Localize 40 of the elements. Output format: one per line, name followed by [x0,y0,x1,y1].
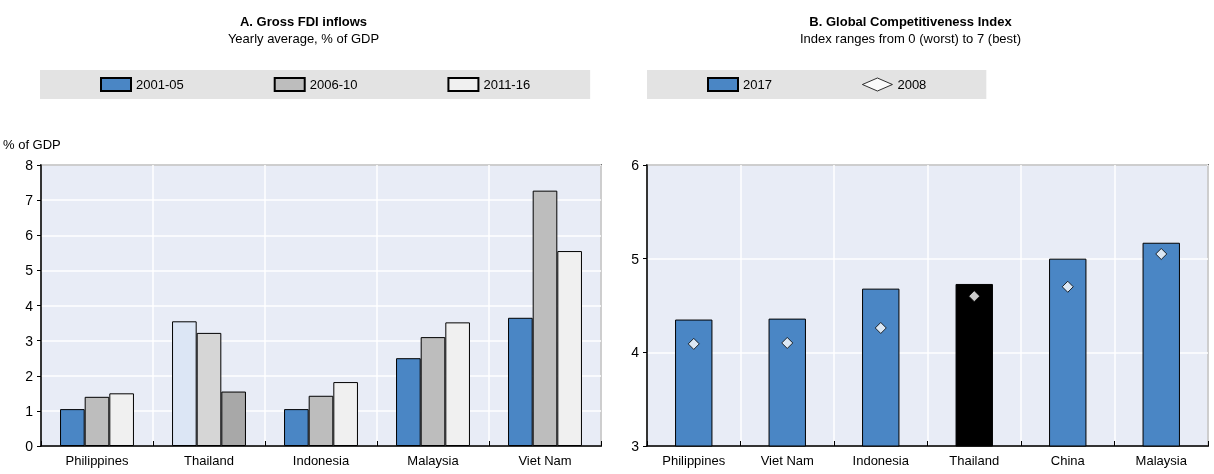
y-tick-label: 5 [25,262,34,279]
x-tick-label: Malaysia [407,453,460,468]
y-tick-label: 8 [25,157,34,173]
y-tick-label: 6 [25,227,34,244]
x-tick-label: Philippines [65,453,129,468]
y-axis-title: % of GDP [3,137,61,152]
chart-subtitle: Index ranges from 0 (worst) to 7 (best) [799,31,1022,46]
chart-title: A. Gross FDI inflows [239,14,368,29]
x-tick-label: Viet Nam [760,453,814,468]
legend-label: 2017 [743,77,772,92]
x-tick-label: Indonesia [292,453,350,468]
legend-label: 2011-16 [483,77,531,92]
y-tick-label: 5 [631,250,640,267]
legend-label: 2001-05 [136,77,184,92]
point [781,336,794,349]
y-tick-label: 0 [25,438,34,454]
chart-title: B. Global Competitiveness Index [809,14,1013,29]
x-tick-label: Viet Nam [518,453,572,468]
x-tick-label: Thailand [949,453,1000,468]
y-tick-label: 4 [25,297,34,314]
point [1155,247,1168,260]
y-tick-label: 1 [25,402,34,419]
x-tick-label: Malaysia [1135,453,1188,468]
chart-subtitle: Yearly average, % of GDP [227,31,380,46]
point [687,337,700,350]
x-tick-label: China [1050,453,1086,468]
y-tick-label: 4 [631,344,640,361]
y-tick-label: 3 [631,438,640,454]
y-tick-label: 7 [25,192,34,209]
y-tick-label: 6 [631,157,640,173]
y-tick-label: 2 [25,367,34,384]
legend-label: 2008 [897,77,927,92]
point [1061,280,1074,293]
x-tick-label: Indonesia [852,453,910,468]
y-tick-label: 3 [25,332,34,349]
legend-label: 2006-10 [309,77,358,92]
point [968,290,981,303]
point [874,321,887,334]
x-tick-label: Thailand [184,453,234,468]
x-tick-label: Philippines [662,453,726,468]
